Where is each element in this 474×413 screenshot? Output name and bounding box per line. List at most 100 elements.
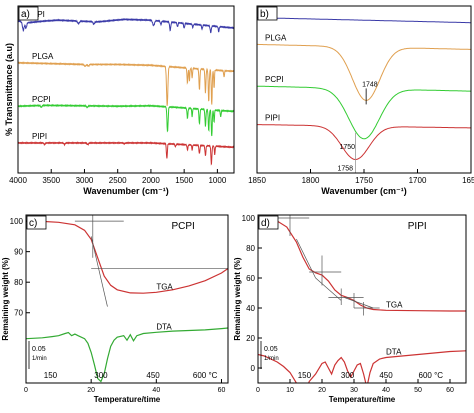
x-tick-label: 20 — [318, 387, 326, 394]
y-tick-label: 0 — [251, 364, 256, 373]
temperature-label: 150 — [44, 371, 58, 380]
y-tick-label: 20 — [246, 334, 255, 343]
series-line-tga — [258, 217, 466, 312]
series-label-dta: DTA — [156, 322, 172, 331]
series-line-pcpi — [257, 85, 471, 140]
tangent-line — [296, 238, 316, 279]
y-tick-label: 60 — [246, 274, 255, 283]
x-tick-label: 2000 — [142, 176, 160, 185]
peak-annotation-1750: 1750 — [339, 144, 355, 151]
series-label-tga: TGA — [386, 300, 403, 309]
temperature-label: 300 — [94, 371, 108, 380]
panel-a: PPI PLGA PCPI PIPI 4000 3500 3000 2500 2000 1500 1… — [4, 5, 235, 196]
panel-label: b) — [260, 9, 269, 20]
series-label-plga: PLGA — [265, 33, 287, 42]
y-axis-label: Remaining weight (%) — [233, 257, 242, 340]
x-tick-label: 4000 — [9, 176, 27, 185]
y-axis-label: % Transmittance (a.u) — [4, 43, 14, 136]
series-label-tga: TGA — [156, 282, 173, 291]
y-tick-label: 70 — [14, 309, 23, 318]
plot-frame — [257, 214, 467, 384]
x-tick-label: 50 — [414, 387, 422, 394]
series-line-pipi — [257, 124, 471, 161]
series-label-dta: DTA — [386, 348, 402, 357]
plot-frame — [17, 5, 235, 174]
y-tick-label: 80 — [14, 278, 23, 287]
x-axis-label: Temperature/time — [329, 395, 396, 404]
series-line-dta — [258, 350, 466, 383]
x-tick-label: 1700 — [409, 176, 427, 185]
plot-frame — [256, 5, 472, 174]
series-label-pipi: PIPI — [32, 132, 47, 141]
series-line-plga — [18, 61, 234, 106]
series-line-plga — [257, 43, 471, 101]
tangent-line — [315, 277, 342, 301]
panel-c: 100 90 80 70 0 20 40 60 150 300 450 600 °C TGA DTA PCP… — [1, 214, 229, 404]
series-line-ppi — [18, 18, 234, 34]
y-tick-label: 40 — [246, 304, 255, 313]
temperature-label: 300 — [341, 371, 355, 380]
series-label-pcpi: PCPI — [32, 95, 51, 104]
peak-annotation-1748: 1748 — [362, 81, 378, 88]
panel-label: d) — [261, 218, 270, 229]
x-tick-label: 30 — [350, 387, 358, 394]
peak-annotation-1758: 1758 — [337, 166, 353, 173]
x-tick-label: 60 — [446, 387, 454, 394]
x-tick-label: 1500 — [175, 176, 193, 185]
x-tick-label: 20 — [87, 387, 95, 394]
panel-label: c) — [29, 218, 37, 229]
series-line-pcpi — [18, 103, 234, 137]
temperature-label: 450 — [146, 371, 160, 380]
series-label-pipi: PIPI — [265, 114, 280, 123]
tangent-line — [90, 236, 108, 307]
scale-bar-label: 0.05 — [264, 346, 278, 353]
sample-label: PIPI — [408, 221, 427, 232]
x-tick-label: 0 — [256, 387, 260, 394]
x-tick-label: 3500 — [42, 176, 60, 185]
temperature-label: 450 — [379, 371, 393, 380]
sample-label: PCPI — [171, 221, 194, 232]
panel-b: PPIPLGAPCPIPIPI1748175017581850180017501… — [248, 5, 474, 196]
x-tick-label: 0 — [24, 387, 28, 394]
series-label-ppi: PPI — [32, 10, 45, 19]
y-tick-label: 100 — [242, 214, 256, 223]
panel-label-box — [257, 6, 278, 21]
x-axis-label: Wavenumber (cm⁻¹) — [83, 186, 168, 196]
x-tick-label: 1000 — [208, 176, 226, 185]
panel-d: 100 80 60 40 20 0 0 10 20 30 40 50 60 150 300 450 600 °C… — [233, 214, 467, 404]
plot-frame — [25, 214, 229, 384]
panel-label-box — [26, 215, 47, 230]
series-line-tga — [26, 220, 228, 294]
y-tick-label: 100 — [10, 217, 24, 226]
scale-bar-unit: 1/min — [32, 356, 47, 362]
x-axis-label: Wavenumber (cm⁻¹) — [321, 186, 406, 196]
y-tick-label: 80 — [246, 244, 255, 253]
x-tick-label: 1650 — [462, 176, 474, 185]
temperature-label: 600 °C — [419, 371, 444, 380]
scale-bar-unit: 1/min — [264, 356, 279, 362]
y-tick-label: 90 — [14, 248, 23, 257]
series-label-pcpi: PCPI — [265, 75, 284, 84]
series-line-ppi — [257, 17, 471, 24]
temperature-label: 150 — [298, 371, 312, 380]
x-tick-label: 40 — [382, 387, 390, 394]
x-tick-label: 1800 — [302, 176, 320, 185]
panel-label-box — [258, 215, 279, 230]
panel-label-box — [18, 6, 39, 21]
x-tick-label: 1850 — [248, 176, 266, 185]
y-axis-label: Remaining weight (%) — [1, 257, 10, 340]
x-tick-label: 60 — [218, 387, 226, 394]
x-tick-label: 3000 — [76, 176, 94, 185]
temperature-label: 600 °C — [193, 371, 218, 380]
x-tick-label: 2500 — [109, 176, 127, 185]
x-axis-label: Temperature/time — [94, 395, 161, 404]
x-tick-label: 1750 — [355, 176, 373, 185]
x-tick-label: 40 — [152, 387, 160, 394]
scale-bar-label: 0.05 — [32, 346, 46, 353]
tangent-line — [344, 297, 374, 309]
series-label-plga: PLGA — [32, 52, 54, 61]
panel-label: a) — [21, 9, 30, 20]
series-line-dta — [26, 327, 228, 383]
x-tick-label: 10 — [286, 387, 294, 394]
